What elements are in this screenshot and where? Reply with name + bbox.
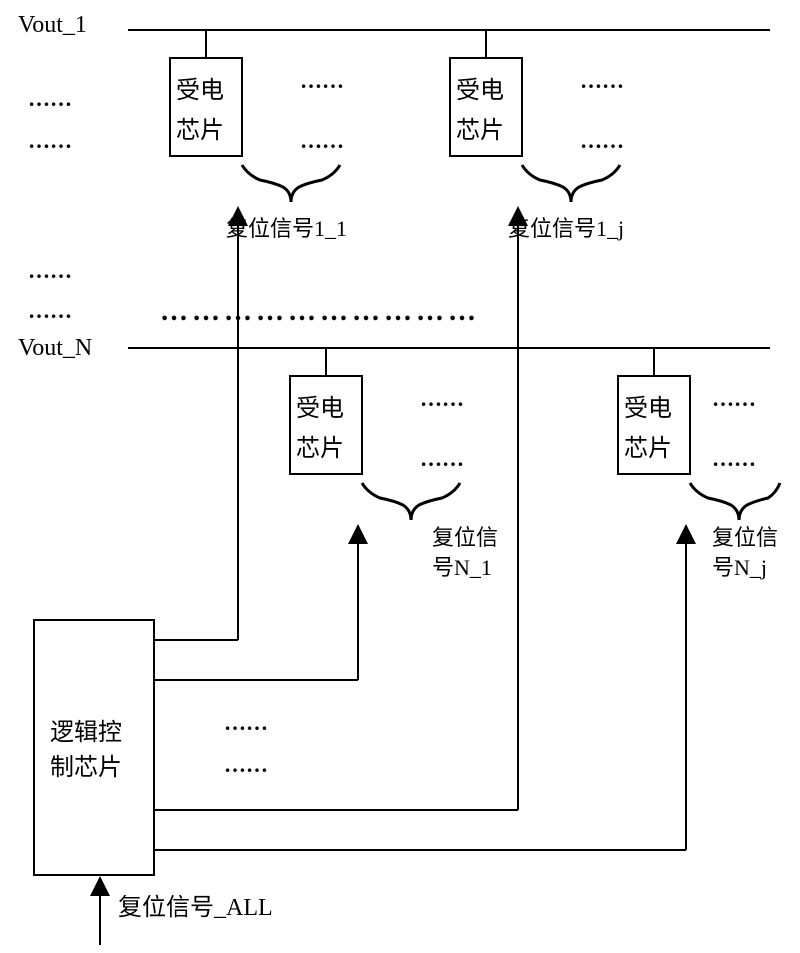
- voutN-label: Vout_N: [18, 335, 92, 361]
- dots-top-1b: ……: [28, 128, 72, 153]
- diagram-svg: Vout_1 受电 芯片 复位信号1_1 受电 芯片 复位信号1_j …… ………: [0, 0, 800, 953]
- dots-mid-wide: …………………………: [160, 296, 480, 327]
- chip4-text2: 芯片: [624, 435, 672, 462]
- reset-1-1-label: 复位信号1_1: [226, 216, 347, 241]
- dots-top-5: ……: [580, 128, 624, 153]
- dots-bot-5: ……: [712, 446, 756, 471]
- reset-N-j-l2: 号N_j: [712, 555, 767, 580]
- chip1-text1: 受电: [176, 77, 224, 104]
- dots-sig-1: ……: [224, 710, 268, 735]
- dots-top-4: ……: [580, 68, 624, 93]
- dots-sig-2: ……: [224, 752, 268, 777]
- dots-mid-left1: ……: [28, 258, 72, 283]
- chip3-brace: [362, 483, 460, 520]
- logic-text1: 逻辑控: [50, 719, 122, 746]
- vout1-label: Vout_1: [18, 12, 87, 38]
- chip4-brace: [690, 483, 780, 520]
- chip1-brace: [242, 165, 340, 202]
- chip4-text1: 受电: [624, 395, 672, 422]
- reset-all-label: 复位信号_ALL: [118, 894, 273, 921]
- reset-N-1-l2: 号N_1: [432, 555, 492, 580]
- dots-bot-3: ……: [420, 446, 464, 471]
- dots-top-3: ……: [300, 128, 344, 153]
- chip2-text1: 受电: [456, 77, 504, 104]
- chip3-text1: 受电: [296, 395, 344, 422]
- dots-bot-2: ……: [420, 386, 464, 411]
- chip2-brace: [522, 165, 620, 202]
- chip3-text2: 芯片: [296, 435, 344, 462]
- logic-text2: 制芯片: [50, 754, 122, 781]
- dots-bot-4: ……: [712, 386, 756, 411]
- chip1-text2: 芯片: [176, 117, 224, 144]
- dots-top-1: ……: [28, 86, 72, 111]
- dots-top-2: ……: [300, 68, 344, 93]
- reset-1-j-label: 复位信号1_j: [508, 216, 624, 241]
- reset-N-1-l1: 复位信: [432, 525, 498, 550]
- reset-N-j-l1: 复位信: [712, 525, 778, 550]
- chip2-text2: 芯片: [456, 117, 504, 144]
- dots-mid-left2: ……: [28, 298, 72, 323]
- logic-box: [34, 620, 154, 875]
